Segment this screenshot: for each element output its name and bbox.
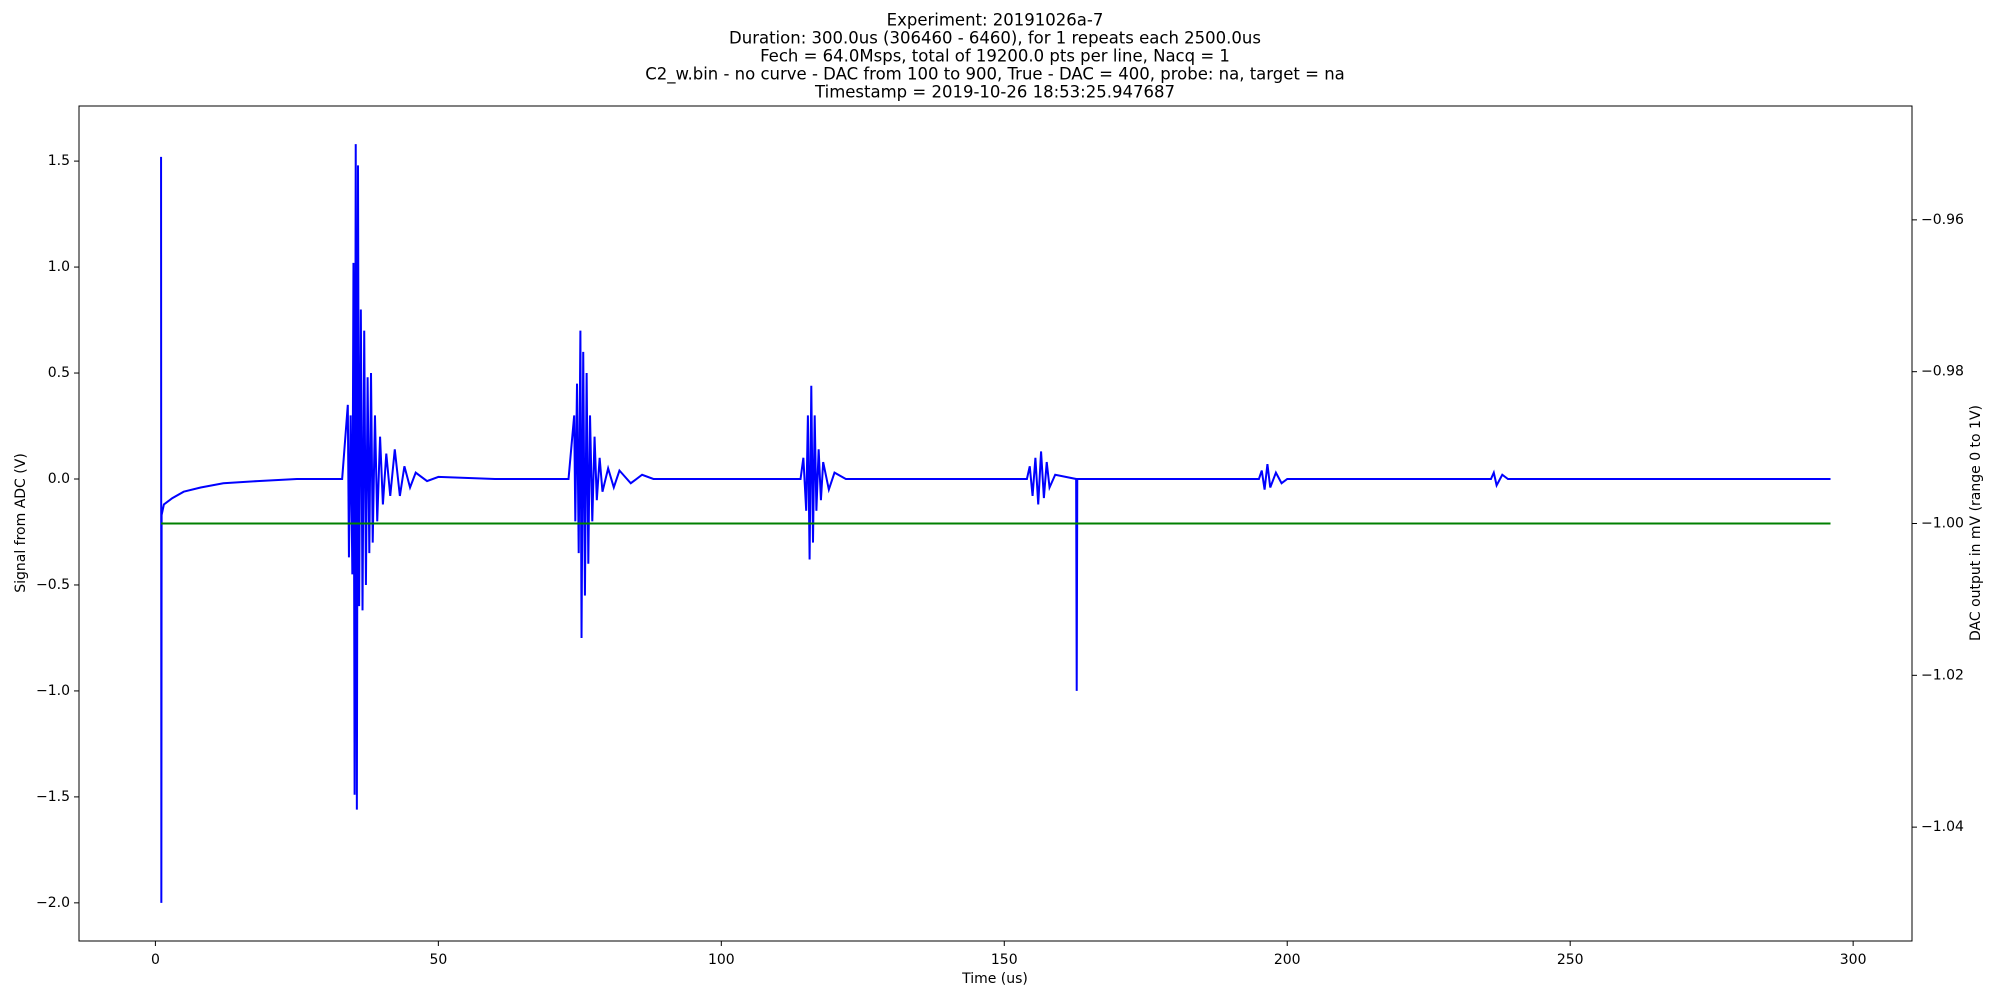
x-tick-label: 250: [1557, 952, 1584, 968]
x-tick-label: 50: [429, 952, 447, 968]
y2-tick-label: −1.02: [1921, 667, 1964, 683]
title-line: C2_w.bin - no curve - DAC from 100 to 90…: [645, 65, 1345, 85]
x-tick-label: 200: [1274, 952, 1301, 968]
x-tick-label: 150: [991, 952, 1018, 968]
title-line: Timestamp = 2019-10-26 18:53:25.947687: [814, 83, 1175, 102]
y-tick-label: 0.0: [48, 471, 70, 487]
y-tick-label: 1.5: [48, 153, 70, 169]
y-tick-label: −2.0: [36, 895, 70, 911]
y-tick-label: −1.0: [36, 683, 70, 699]
y2-tick-label: −1.00: [1921, 516, 1964, 532]
y2-tick-label: −0.96: [1921, 212, 1964, 228]
title-line: Experiment: 20191026a-7: [887, 11, 1104, 30]
title-line: Duration: 300.0us (306460 - 6460), for 1…: [729, 29, 1261, 48]
x-tick-label: 300: [1840, 952, 1867, 968]
title-line: Fech = 64.0Msps, total of 19200.0 pts pe…: [760, 47, 1230, 66]
y-tick-label: 1.0: [48, 259, 70, 275]
y-tick-label: 0.5: [48, 365, 70, 381]
x-axis-label: Time (us): [961, 971, 1028, 987]
plot-frame: [78, 105, 1913, 942]
data-line: [160, 144, 1831, 903]
x-tick-label: 100: [708, 952, 735, 968]
y2-tick-label: −1.04: [1921, 819, 1964, 835]
x-tick-label: 0: [151, 952, 160, 968]
y-axis-label: Signal from ADC (V): [13, 453, 29, 593]
y-tick-label: −0.5: [36, 577, 70, 593]
y2-axis-label: DAC output in mV (range 0 to 1V): [1968, 405, 1984, 641]
y-tick-label: −1.5: [36, 789, 70, 805]
y2-tick-label: −0.98: [1921, 364, 1964, 380]
